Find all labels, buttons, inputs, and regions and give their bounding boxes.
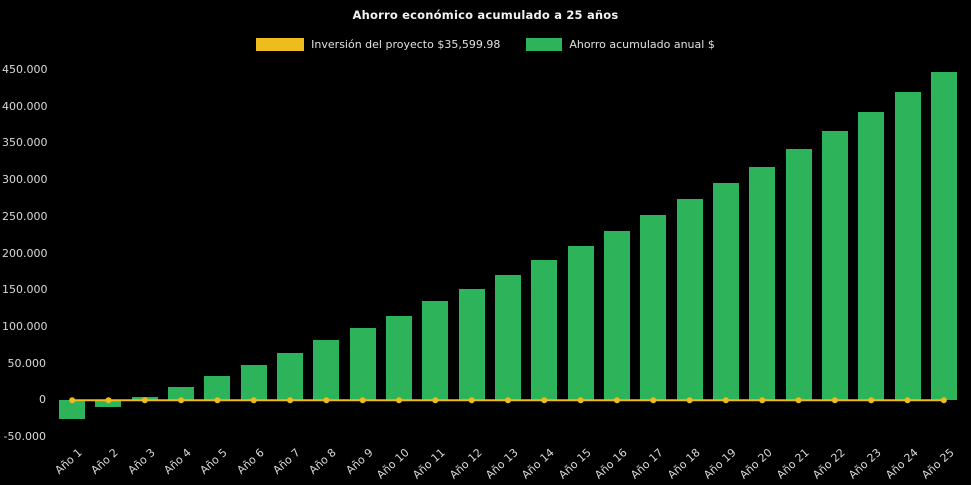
bar-año-17[interactable] <box>640 215 667 401</box>
bar-año-18[interactable] <box>676 199 703 401</box>
bar-año-1[interactable] <box>59 400 86 420</box>
y-axis-tick-label: 450.000 <box>2 63 48 76</box>
chart-title: Ahorro económico acumulado a 25 años <box>352 8 619 22</box>
bar-año-8[interactable] <box>313 340 340 401</box>
y-axis-tick-label: 250.000 <box>2 209 48 223</box>
y-axis-tick-label: 150.000 <box>2 283 48 297</box>
bar-año-11[interactable] <box>422 301 449 401</box>
y-axis-tick-label: 350.000 <box>2 136 48 150</box>
bar-año-10[interactable] <box>386 315 413 401</box>
bar-año-7[interactable] <box>277 352 304 401</box>
legend-label-investment: Inversión del proyecto $35,599.98 <box>311 38 501 51</box>
legend-label-savings: Ahorro acumulado anual $ <box>569 38 715 51</box>
bar-año-9[interactable] <box>349 328 376 401</box>
bar-año-3[interactable] <box>131 396 158 401</box>
y-axis-tick-label: 400.000 <box>2 99 48 113</box>
savings-swatch-icon <box>526 38 563 51</box>
legend-item-savings[interactable]: Ahorro acumulado anual $ <box>526 38 715 51</box>
investment-swatch-icon <box>256 38 305 51</box>
bar-año-12[interactable] <box>458 288 485 401</box>
bar-año-15[interactable] <box>567 246 594 401</box>
bar-año-14[interactable] <box>531 260 558 401</box>
y-axis-tick-label: 200.000 <box>2 246 48 260</box>
bar-año-4[interactable] <box>168 387 195 401</box>
y-axis-tick-label: 300.000 <box>2 173 48 187</box>
bar-año-21[interactable] <box>785 149 812 401</box>
bar-año-23[interactable] <box>858 111 885 401</box>
bar-año-5[interactable] <box>204 376 231 401</box>
y-axis-tick-label: 100.000 <box>2 319 48 333</box>
legend-item-investment[interactable]: Inversión del proyecto $35,599.98 <box>256 38 500 51</box>
bar-año-25[interactable] <box>930 72 957 401</box>
bar-año-2[interactable] <box>95 400 122 407</box>
bar-año-16[interactable] <box>603 230 630 401</box>
bar-año-20[interactable] <box>749 166 776 401</box>
bar-año-22[interactable] <box>821 130 848 401</box>
bar-año-6[interactable] <box>240 365 267 401</box>
y-axis-tick-label: -50.000 <box>3 430 46 443</box>
legend: Inversión del proyecto $35,599.98 Ahorro… <box>0 38 971 51</box>
bar-año-13[interactable] <box>495 274 521 401</box>
y-axis-tick-label: 0 <box>39 393 46 407</box>
y-axis-tick-label: 50.000 <box>7 356 47 370</box>
bar-año-19[interactable] <box>712 183 739 401</box>
bar-año-24[interactable] <box>894 92 921 401</box>
